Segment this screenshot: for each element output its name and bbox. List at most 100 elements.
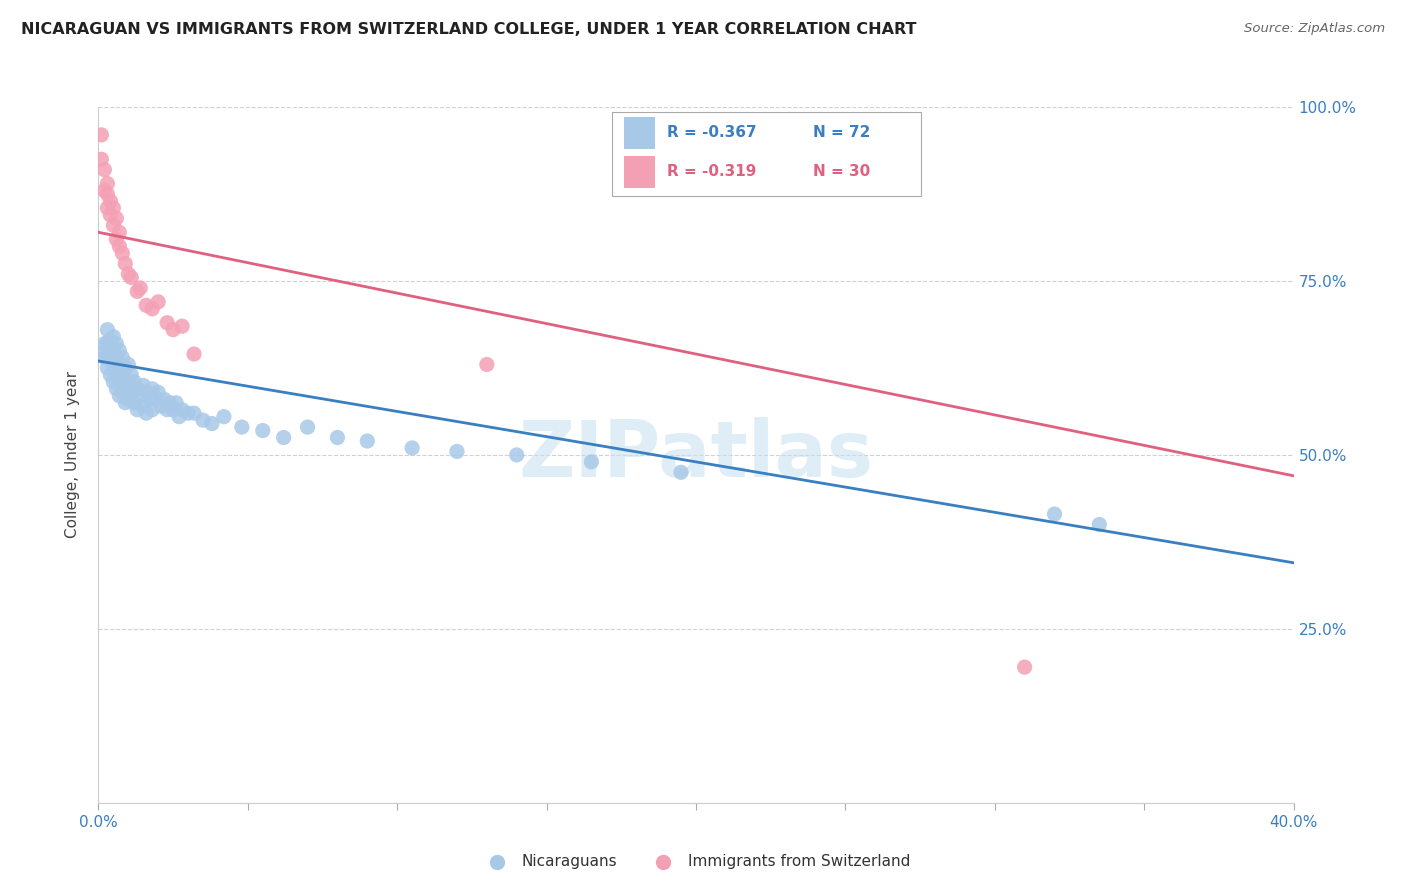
Point bbox=[124, 396, 146, 410]
Point bbox=[148, 385, 170, 400]
Point bbox=[401, 441, 423, 455]
Point bbox=[165, 396, 187, 410]
Text: Source: ZipAtlas.com: Source: ZipAtlas.com bbox=[1244, 22, 1385, 36]
Point bbox=[475, 358, 498, 372]
Point bbox=[297, 420, 319, 434]
Point bbox=[114, 360, 136, 375]
Point bbox=[506, 448, 529, 462]
Point bbox=[127, 402, 149, 417]
Point bbox=[141, 402, 163, 417]
Point bbox=[153, 392, 176, 407]
Point bbox=[111, 246, 134, 260]
Point bbox=[356, 434, 378, 448]
Point bbox=[183, 347, 205, 361]
Point bbox=[108, 389, 131, 403]
Point bbox=[103, 219, 125, 233]
Point bbox=[105, 232, 128, 246]
Text: R = -0.367: R = -0.367 bbox=[668, 125, 756, 140]
Point bbox=[93, 184, 115, 198]
Point bbox=[581, 455, 603, 469]
Point bbox=[201, 417, 224, 431]
Point bbox=[446, 444, 468, 458]
Point bbox=[108, 239, 131, 253]
Point bbox=[231, 420, 253, 434]
Text: R = -0.319: R = -0.319 bbox=[668, 164, 756, 179]
Point bbox=[124, 375, 146, 389]
Point bbox=[117, 267, 139, 281]
Point bbox=[172, 319, 194, 334]
Point bbox=[191, 413, 214, 427]
Point bbox=[135, 406, 157, 420]
Y-axis label: College, Under 1 year: College, Under 1 year bbox=[65, 371, 80, 539]
Point bbox=[108, 358, 131, 372]
Point bbox=[96, 360, 118, 375]
Text: N = 30: N = 30 bbox=[813, 164, 870, 179]
Point bbox=[252, 424, 274, 438]
Point bbox=[105, 211, 128, 226]
Text: N = 72: N = 72 bbox=[813, 125, 870, 140]
Point bbox=[103, 343, 125, 358]
Point bbox=[90, 347, 112, 361]
FancyBboxPatch shape bbox=[612, 112, 921, 196]
FancyBboxPatch shape bbox=[624, 155, 655, 188]
Point bbox=[103, 329, 125, 343]
Point bbox=[111, 368, 134, 382]
Point bbox=[172, 402, 194, 417]
Point bbox=[141, 382, 163, 396]
Point bbox=[96, 323, 118, 337]
Point bbox=[326, 431, 349, 445]
Point bbox=[132, 399, 155, 413]
Point bbox=[143, 392, 166, 407]
Point bbox=[1043, 507, 1066, 521]
Point bbox=[93, 336, 115, 351]
Point bbox=[212, 409, 235, 424]
Point bbox=[96, 187, 118, 202]
Point bbox=[100, 208, 122, 222]
Point bbox=[127, 382, 149, 396]
Point bbox=[114, 396, 136, 410]
Point bbox=[100, 368, 122, 382]
Point bbox=[141, 301, 163, 316]
Point bbox=[127, 285, 149, 299]
Legend: Nicaraguans, Immigrants from Switzerland: Nicaraguans, Immigrants from Switzerland bbox=[475, 848, 917, 875]
Point bbox=[148, 294, 170, 309]
Point bbox=[90, 152, 112, 166]
Point bbox=[132, 378, 155, 392]
Point bbox=[105, 351, 128, 365]
Point bbox=[114, 378, 136, 392]
Point bbox=[103, 201, 125, 215]
Point bbox=[135, 298, 157, 312]
Point bbox=[138, 392, 160, 407]
Point bbox=[105, 364, 128, 378]
Point bbox=[129, 281, 152, 295]
Point bbox=[93, 351, 115, 365]
Text: NICARAGUAN VS IMMIGRANTS FROM SWITZERLAND COLLEGE, UNDER 1 YEAR CORRELATION CHAR: NICARAGUAN VS IMMIGRANTS FROM SWITZERLAN… bbox=[21, 22, 917, 37]
Point bbox=[96, 336, 118, 351]
Point bbox=[108, 225, 131, 239]
Point bbox=[108, 343, 131, 358]
FancyBboxPatch shape bbox=[624, 117, 655, 149]
Point bbox=[162, 323, 184, 337]
Point bbox=[93, 162, 115, 177]
Point bbox=[159, 396, 181, 410]
Point bbox=[135, 385, 157, 400]
Point bbox=[96, 201, 118, 215]
Point bbox=[96, 177, 118, 191]
Point bbox=[111, 385, 134, 400]
Point bbox=[156, 316, 179, 330]
Point bbox=[103, 375, 125, 389]
Point bbox=[167, 409, 190, 424]
Point bbox=[183, 406, 205, 420]
Point bbox=[120, 368, 142, 382]
Point bbox=[108, 371, 131, 385]
Point bbox=[120, 270, 142, 285]
Point bbox=[1088, 517, 1111, 532]
Point bbox=[273, 431, 295, 445]
Point bbox=[103, 358, 125, 372]
Point bbox=[105, 382, 128, 396]
Point bbox=[111, 351, 134, 365]
Point bbox=[117, 358, 139, 372]
Point bbox=[150, 399, 173, 413]
Text: ZIPatlas: ZIPatlas bbox=[519, 417, 873, 493]
Point bbox=[100, 347, 122, 361]
